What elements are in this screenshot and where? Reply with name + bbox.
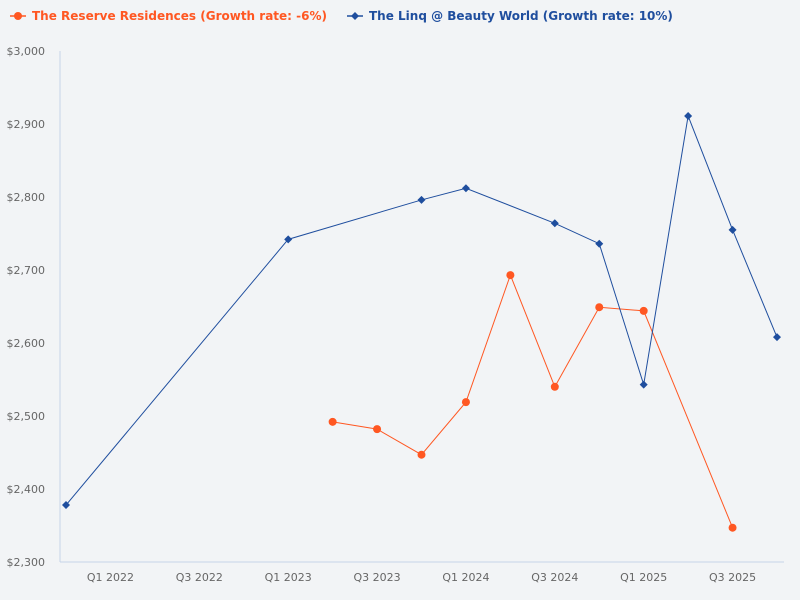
x-tick-label: Q3 2023 bbox=[353, 571, 400, 584]
legend-item-reserve[interactable]: The Reserve Residences (Growth rate: -6%… bbox=[10, 9, 327, 23]
x-tick-label: Q3 2025 bbox=[709, 571, 756, 584]
x-tick-label: Q1 2025 bbox=[620, 571, 667, 584]
data-point[interactable] bbox=[550, 382, 559, 391]
data-point[interactable] bbox=[506, 271, 515, 280]
y-tick-label: $2,300 bbox=[7, 556, 46, 569]
y-tick-label: $2,600 bbox=[7, 337, 46, 350]
y-tick-label: $2,500 bbox=[7, 410, 46, 423]
x-tick-label: Q1 2022 bbox=[87, 571, 134, 584]
data-point[interactable] bbox=[639, 380, 648, 389]
data-point[interactable] bbox=[461, 184, 470, 193]
data-point[interactable] bbox=[417, 195, 426, 204]
data-point[interactable] bbox=[328, 417, 337, 426]
y-tick-label: $2,400 bbox=[7, 483, 46, 496]
legend: The Reserve Residences (Growth rate: -6%… bbox=[10, 9, 673, 23]
y-tick-label: $3,000 bbox=[7, 45, 46, 58]
y-tick-label: $2,900 bbox=[7, 118, 46, 131]
data-point[interactable] bbox=[684, 111, 693, 120]
diamond-marker-icon bbox=[346, 12, 363, 20]
y-tick-label: $2,700 bbox=[7, 264, 46, 277]
data-point[interactable] bbox=[284, 235, 293, 244]
legend-label-reserve: The Reserve Residences (Growth rate: -6%… bbox=[32, 9, 327, 23]
legend-label-linq: The Linq @ Beauty World (Growth rate: 10… bbox=[368, 9, 673, 23]
circle-marker-icon bbox=[10, 12, 26, 20]
x-tick-label: Q3 2022 bbox=[176, 571, 223, 584]
data-point[interactable] bbox=[373, 425, 382, 434]
data-point[interactable] bbox=[728, 225, 737, 234]
data-point[interactable] bbox=[461, 398, 470, 407]
series-line-1 bbox=[65, 114, 778, 506]
data-point[interactable] bbox=[639, 306, 648, 315]
data-point[interactable] bbox=[595, 303, 604, 312]
legend-item-linq[interactable]: The Linq @ Beauty World (Growth rate: 10… bbox=[346, 9, 673, 23]
data-point[interactable] bbox=[62, 501, 70, 510]
data-point[interactable] bbox=[773, 333, 781, 342]
data-point[interactable] bbox=[550, 219, 559, 228]
x-tick-label: Q1 2023 bbox=[265, 571, 312, 584]
x-tick-label: Q3 2024 bbox=[531, 571, 578, 584]
x-tick-label: Q1 2024 bbox=[442, 571, 489, 584]
y-tick-label: $2,800 bbox=[7, 191, 46, 204]
data-point[interactable] bbox=[417, 450, 426, 459]
data-point[interactable] bbox=[595, 239, 604, 248]
series-line-0 bbox=[332, 273, 734, 528]
data-point[interactable] bbox=[728, 523, 737, 532]
